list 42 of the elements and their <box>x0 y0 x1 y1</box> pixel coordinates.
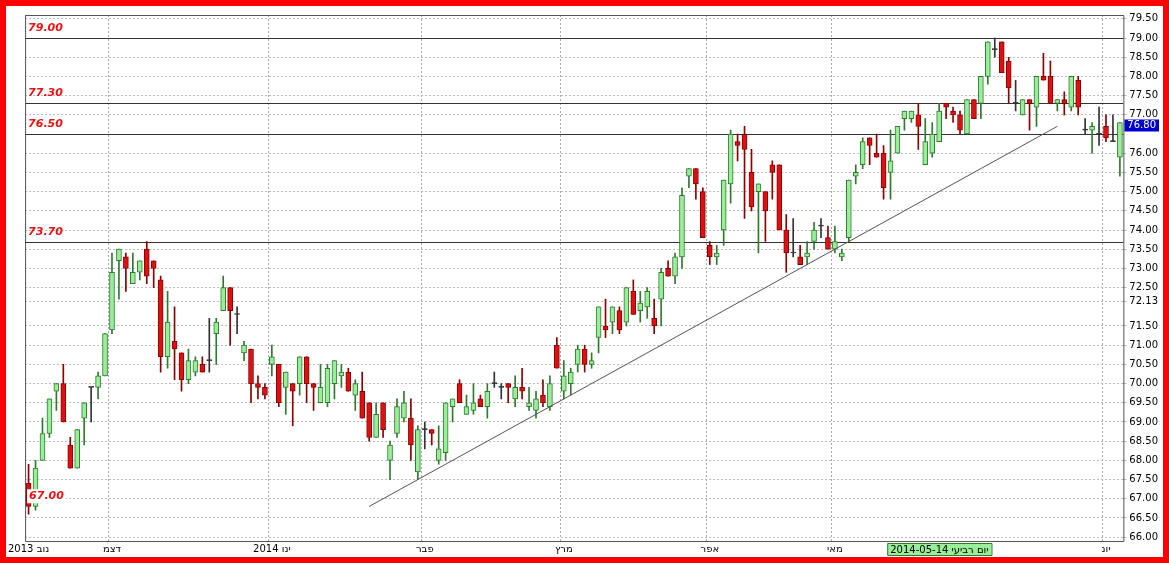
y-tick-label: 75.50 <box>1129 166 1159 178</box>
y-tick-label: 69.50 <box>1129 396 1159 408</box>
ref-line-label: 73.70 <box>28 225 64 239</box>
y-tick-label: 72.13 <box>1129 295 1159 307</box>
text: 2014-05-14 יום רביעי <box>890 543 989 555</box>
y-tick-label: 75.00 <box>1129 185 1159 197</box>
annotation: 67.00 <box>29 489 65 503</box>
ref-line-label: 76.50 <box>28 117 64 131</box>
y-tick-label: 71.50 <box>1129 319 1159 331</box>
y-tick-label: 74.50 <box>1129 204 1159 216</box>
y-tick-label: 70.50 <box>1129 357 1159 369</box>
x-tick-label: מרץ <box>554 542 573 554</box>
y-tick-label: 68.50 <box>1129 434 1159 446</box>
x-tick-label: יונ <box>1101 542 1111 554</box>
y-tick-label: 67.00 <box>1129 492 1159 504</box>
y-tick-label: 78.50 <box>1129 50 1159 62</box>
y-tick-label: 77.00 <box>1129 108 1159 120</box>
x-tick-label: אפר <box>700 542 720 554</box>
ref-line-label: 77.30 <box>28 86 64 100</box>
y-tick-label: 69.00 <box>1129 415 1159 427</box>
x-tick-label: פבר <box>415 542 434 554</box>
y-tick-label: 71.00 <box>1129 338 1159 350</box>
y-tick-label: 68.00 <box>1129 453 1159 465</box>
y-tick-label: 77.50 <box>1129 89 1159 101</box>
y-tick-label: 78.00 <box>1129 70 1159 82</box>
ref-line-label: 79.00 <box>28 21 64 35</box>
y-tick-label: 66.50 <box>1129 511 1159 523</box>
y-tick-label: 70.00 <box>1129 377 1159 389</box>
y-tick-label: 73.00 <box>1129 262 1159 273</box>
y-tick-label: 67.50 <box>1129 473 1159 485</box>
text: 76.80 <box>1127 119 1157 131</box>
y-tick-label: 74.00 <box>1129 223 1159 235</box>
y-tick-label: 66.00 <box>1129 530 1159 542</box>
y-tick-label: 72.50 <box>1129 281 1159 293</box>
x-tick-label: נוב 2013 <box>7 542 50 554</box>
y-tick-label: 73.50 <box>1129 242 1159 254</box>
y-tick-label: 76.00 <box>1129 146 1159 158</box>
x-tick-label: דצמ <box>102 542 122 554</box>
x-tick-label: מאי <box>827 542 843 554</box>
y-tick-label: 79.00 <box>1129 31 1159 43</box>
x-tick-label: ינו 2014 <box>253 542 291 554</box>
y-tick-label: 79.50 <box>1129 12 1159 24</box>
